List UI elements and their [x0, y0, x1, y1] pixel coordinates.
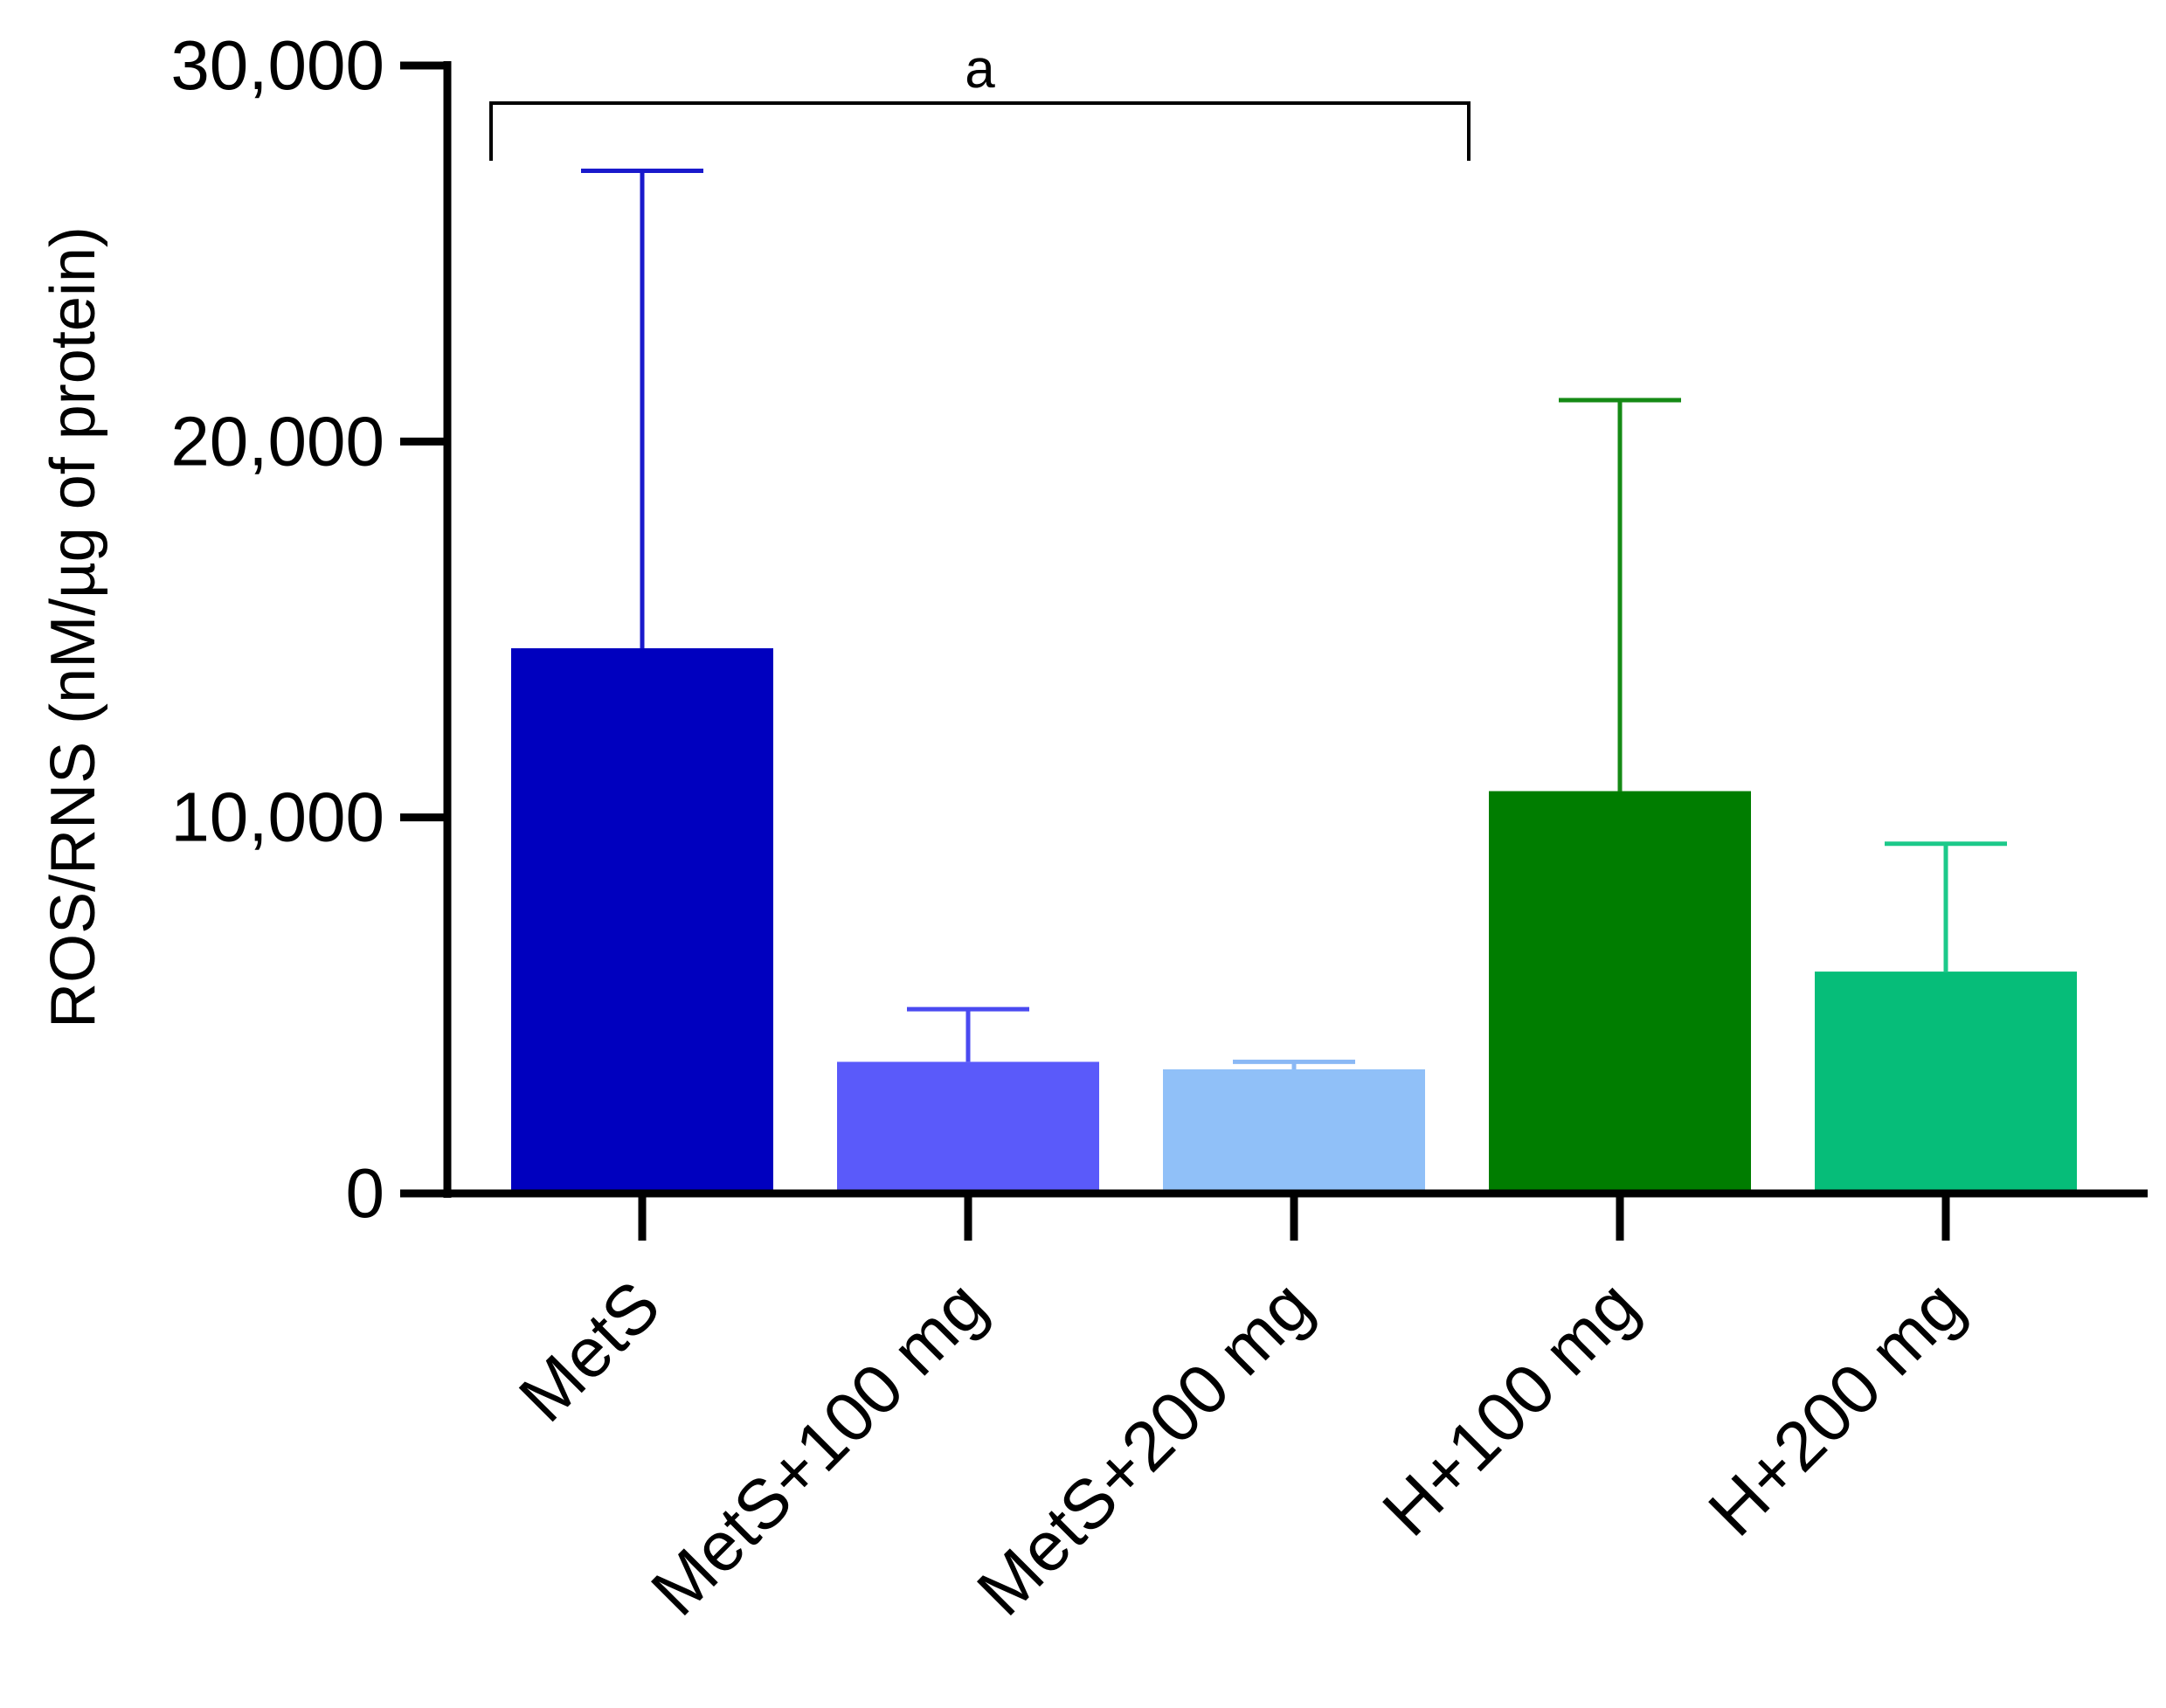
error-bars-group — [581, 168, 2007, 1069]
x-tick-label: MetS — [504, 1266, 675, 1436]
x-tick-label: MetS+100 mg — [636, 1266, 1000, 1630]
x-tick-label: H+100 mg — [1368, 1266, 1653, 1551]
x-tick-label: MetS+200 mg — [962, 1266, 1326, 1630]
bar-3 — [1489, 791, 1751, 1193]
significance-label: a — [965, 39, 995, 100]
bar-2 — [1163, 1068, 1425, 1193]
bar-0 — [511, 648, 773, 1193]
y-axis-title: ROS/RNS (nM/µg of protein) — [38, 226, 108, 1028]
y-tick-label: 0 — [346, 1154, 385, 1232]
x-tick-label: H+200 mg — [1694, 1266, 1979, 1551]
significance-annotation-group: a — [489, 39, 1471, 162]
y-tick-label: 30,000 — [170, 26, 384, 104]
y-tick-label: 20,000 — [170, 402, 384, 480]
bars-group — [511, 648, 2077, 1193]
bar-4 — [1815, 972, 2077, 1193]
y-ticks-group: 0 10,000 20,000 30,000 — [170, 26, 447, 1232]
significance-bracket — [489, 101, 1471, 162]
bar-1 — [837, 1061, 1099, 1193]
y-tick-label: 10,000 — [170, 778, 384, 856]
